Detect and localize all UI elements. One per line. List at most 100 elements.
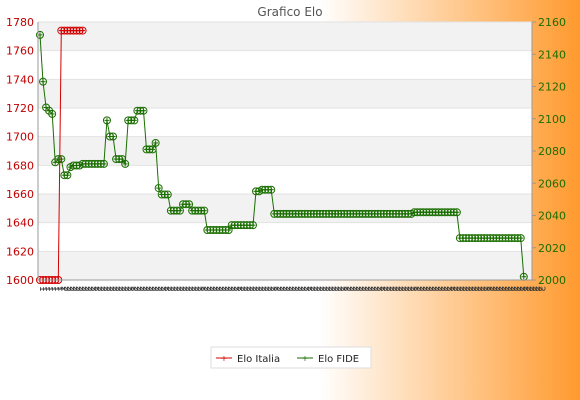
x-tick-label: 1: [49, 286, 59, 292]
x-tick-label: 2: [451, 286, 461, 292]
legend-item-fide[interactable]: + Elo FIDE: [297, 354, 359, 365]
x-tick-label: 2: [89, 286, 99, 292]
y-right-tick-label: 2020: [538, 242, 566, 255]
fide-point: [102, 116, 111, 125]
x-tick-label: 2: [439, 286, 449, 292]
x-tick-label: 2: [353, 286, 363, 292]
x-tick-label: 2: [201, 286, 211, 292]
x-tick-label: 2: [536, 286, 546, 292]
y-right-tick-label: 2120: [538, 81, 566, 94]
x-tick-label: 2: [287, 286, 297, 292]
plot-band: [38, 22, 532, 51]
x-tick-label: 2: [311, 286, 321, 292]
x-tick-label: 2: [274, 286, 284, 292]
x-tick-label: 2: [329, 286, 339, 292]
x-tick-label: 2: [101, 286, 111, 292]
y-left-tick-label: 1760: [6, 45, 34, 58]
x-tick-label: 1: [43, 286, 53, 292]
y-left-tick-label: 1620: [6, 245, 34, 258]
x-tick-label: 2: [195, 286, 205, 292]
x-tick-label: 2: [408, 286, 418, 292]
fide-point: [248, 221, 257, 230]
x-tick-label: 2: [341, 286, 351, 292]
x-tick-label: 2: [512, 286, 522, 292]
x-tick-label: 1: [40, 286, 50, 292]
x-tick-label: 2: [271, 286, 281, 292]
y-left-tick-label: 1720: [6, 102, 34, 115]
x-tick-label: 2: [460, 286, 470, 292]
x-tick-label: 2: [384, 286, 394, 292]
x-tick-label: 2: [496, 286, 506, 292]
x-tick-label: 2: [317, 286, 327, 292]
x-tick-label: 2: [405, 286, 415, 292]
x-tick-label: 2: [259, 286, 269, 292]
x-tick-label: 2: [156, 286, 166, 292]
x-tick-label: 2: [433, 286, 443, 292]
x-tick-label: 2: [466, 286, 476, 292]
x-tick-label: 2: [533, 286, 543, 292]
x-tick-label: 2: [247, 286, 257, 292]
x-tick-label: 2: [332, 286, 342, 292]
x-tick-label: 2: [347, 286, 357, 292]
x-tick-label: 1: [55, 286, 65, 292]
x-tick-label: 1: [52, 286, 62, 292]
x-tick-label: 2: [77, 286, 87, 292]
series-elo-fide: [36, 30, 528, 281]
x-tick-label: 2: [499, 286, 509, 292]
x-tick-label: 2: [204, 286, 214, 292]
x-tick-label: 2: [122, 286, 132, 292]
x-tick-label: 2: [454, 286, 464, 292]
x-tick-label: 2: [475, 286, 485, 292]
x-tick-label: 2: [186, 286, 196, 292]
italia-point: [78, 26, 87, 35]
fide-point: [200, 206, 209, 215]
x-tick-label: 2: [162, 286, 172, 292]
x-tick-label: 2: [326, 286, 336, 292]
x-tick-label: 2: [70, 286, 80, 292]
plot-band: [38, 79, 532, 108]
x-tick-label: 2: [350, 286, 360, 292]
fide-point: [516, 234, 525, 243]
x-tick-label: 2: [484, 286, 494, 292]
x-tick-label: 2: [125, 286, 135, 292]
plot-band: [38, 251, 532, 280]
x-tick-label: 1: [46, 286, 56, 292]
x-tick-label: 2: [86, 286, 96, 292]
x-tick-label: 2: [244, 286, 254, 292]
legend-item-italia[interactable]: + Elo Italia: [216, 354, 280, 365]
x-tick-label: 2: [268, 286, 278, 292]
x-tick-label: 2: [457, 286, 467, 292]
x-tick-label: 2: [308, 286, 318, 292]
x-tick-label: 2: [442, 286, 452, 292]
x-tick-label: 2: [344, 286, 354, 292]
plot-band: [38, 194, 532, 223]
x-tick-label: 2: [487, 286, 497, 292]
x-tick-label: 2: [472, 286, 482, 292]
x-tick-label: 2: [356, 286, 366, 292]
x-tick-label: 2: [366, 286, 376, 292]
x-tick-label: 2: [515, 286, 525, 292]
x-tick-label: 2: [150, 286, 160, 292]
y-left-tick-label: 1780: [6, 16, 34, 29]
x-tick-label: 2: [189, 286, 199, 292]
x-tick-label: 2: [80, 286, 90, 292]
x-tick-label: 2: [83, 286, 93, 292]
x-tick-label: 2: [338, 286, 348, 292]
y-axis-right: 2000 2020 2040 2060 2080 2100 2120 2140 2160: [531, 16, 566, 287]
x-tick-label: 2: [518, 286, 528, 292]
x-tick-label: 2: [64, 286, 74, 292]
x-tick-label: 2: [92, 286, 102, 292]
x-tick-label: 2: [414, 286, 424, 292]
x-tick-label: 2: [493, 286, 503, 292]
legend-fide-label: Elo FIDE: [318, 354, 359, 365]
x-tick-label: 2: [110, 286, 120, 292]
y-right-tick-label: 2000: [538, 274, 566, 287]
x-tick-label: 2: [153, 286, 163, 292]
x-tick-label: 2: [67, 286, 77, 292]
y-right-tick-label: 2040: [538, 210, 566, 223]
x-tick-label: 2: [277, 286, 287, 292]
x-tick-label: 2: [210, 286, 220, 292]
x-tick-label: 2: [113, 286, 123, 292]
x-tick-label: 2: [137, 286, 147, 292]
